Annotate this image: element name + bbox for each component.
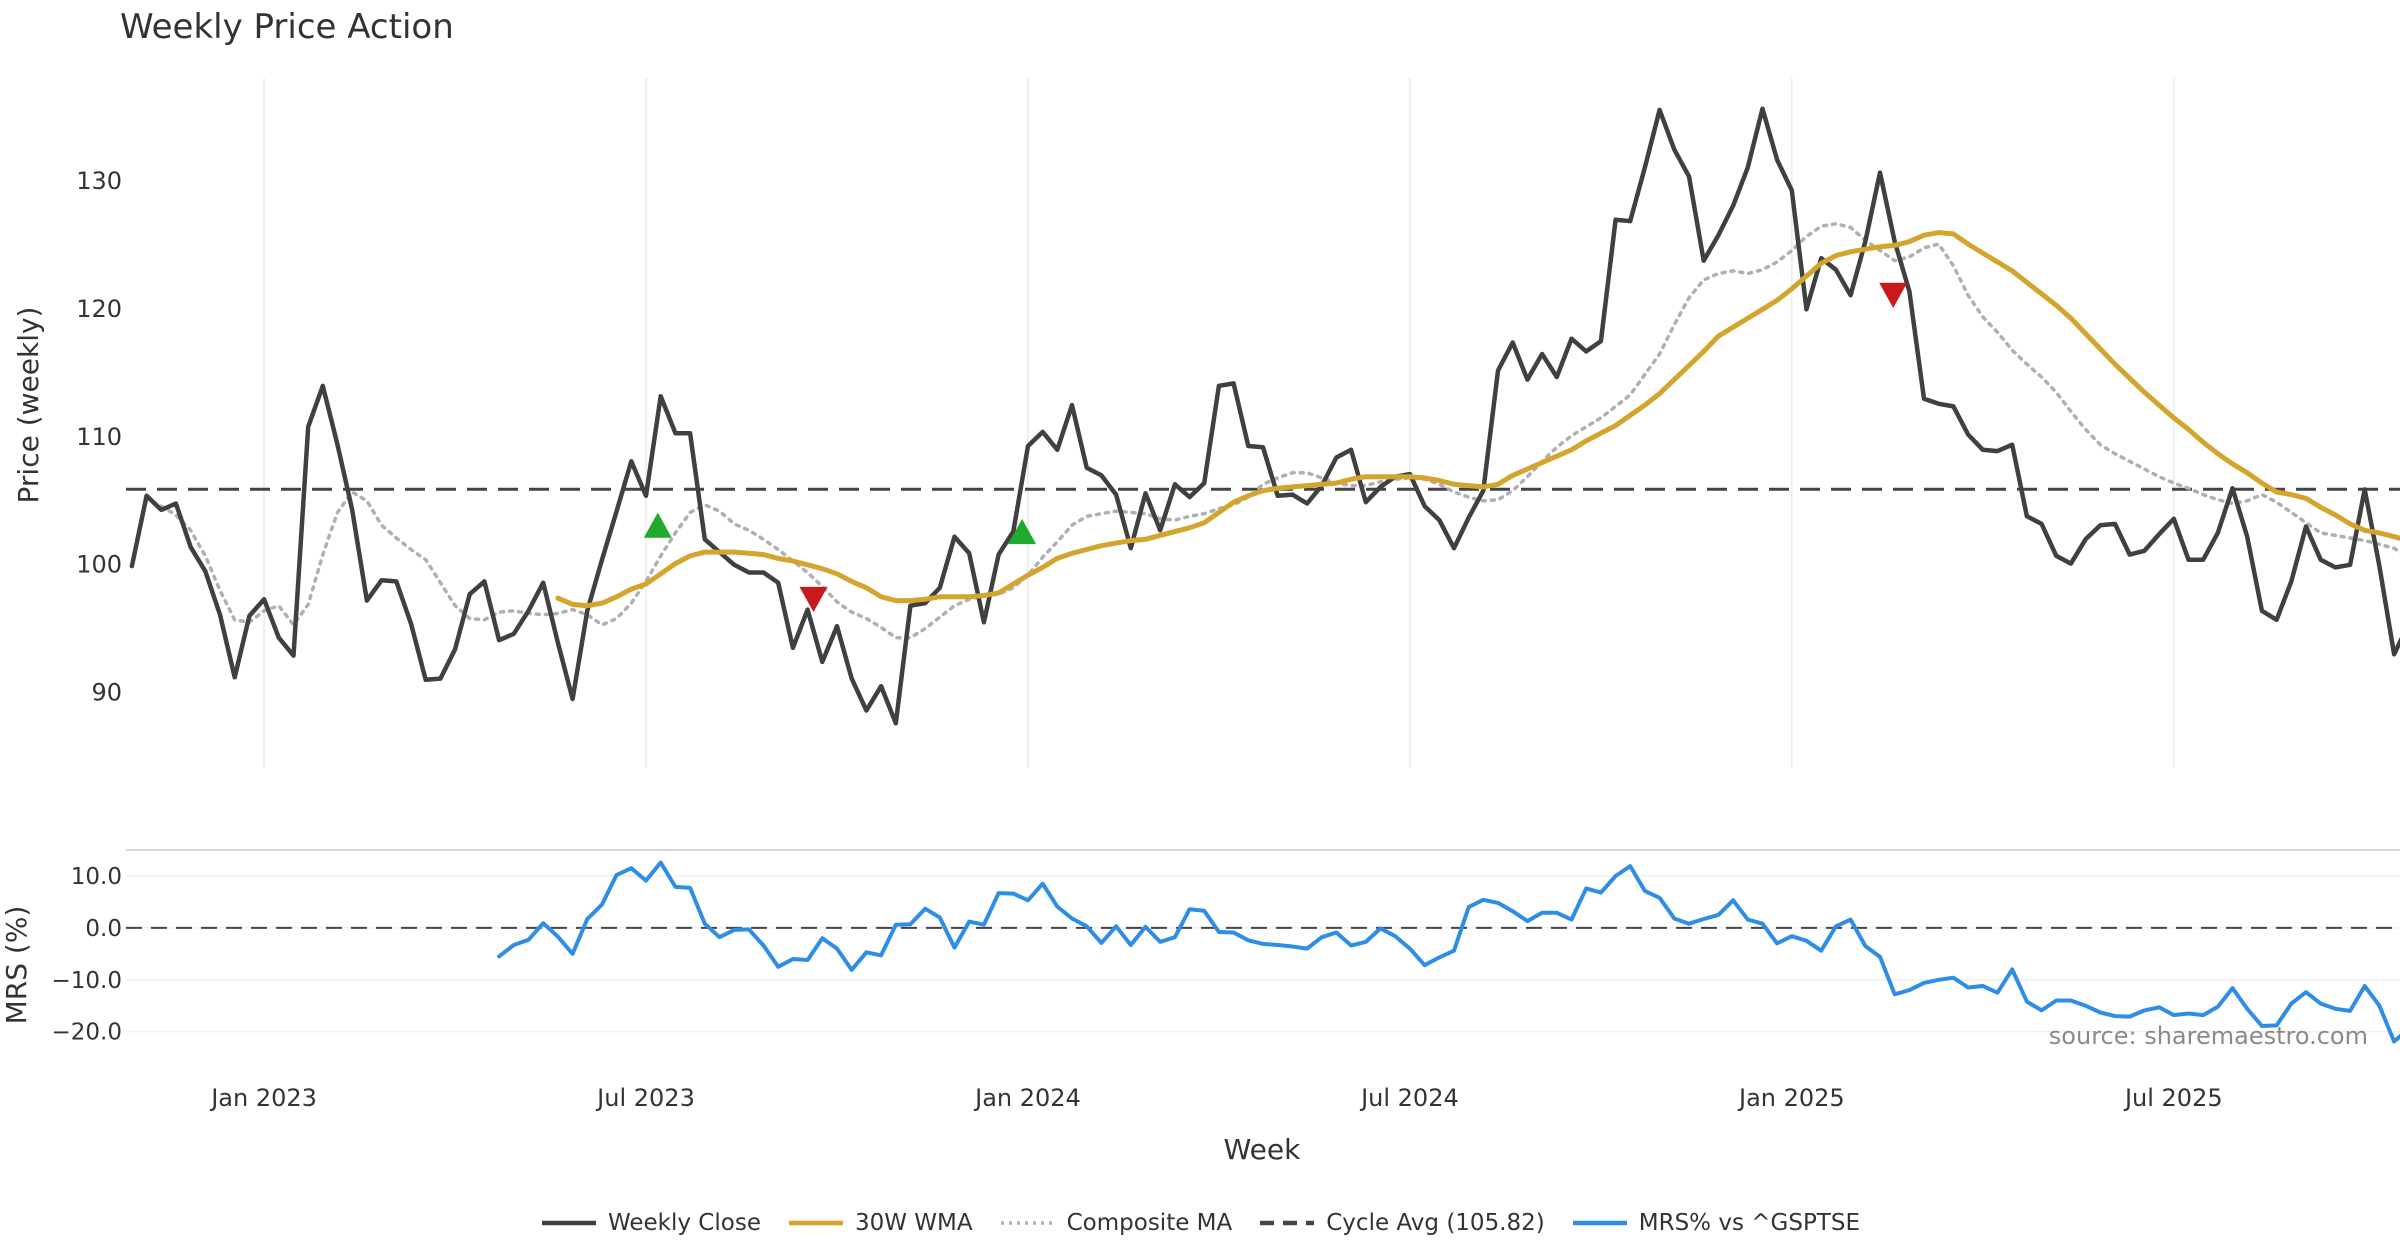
mrs-panel: 10.0 0.0 −10.0 −20.0 [52,849,2400,1046]
buy-signal-marker [1008,518,1037,545]
x-axis: Jan 2023 Jul 2023 Jan 2024 Jul 2024 Jan 2025… [209,1084,2222,1112]
mrs-y-tick-label: −10.0 [52,968,122,994]
legend-label: 30W WMA [854,1210,973,1236]
mrs-y-tick-label: 0.0 [85,916,122,942]
mrs-line [497,860,2400,1044]
legend-item: Cycle Avg (105.82) [1258,1210,1545,1236]
source-watermark: source: sharemaestro.com [2049,1022,2368,1050]
x-tick-label: Jan 2023 [209,1084,317,1112]
legend-label: Composite MA [1066,1210,1233,1236]
composite-ma-line [159,221,2400,640]
mrs-y-axis-label: MRS (%) [0,906,33,1025]
legend-label: MRS% vs ^GSPTSE [1638,1210,1860,1236]
legend-swatch [1572,1220,1627,1226]
legend-item: MRS% vs ^GSPTSE [1571,1210,1860,1236]
wma-30w-line [555,230,2400,609]
legend-swatch [541,1220,596,1226]
weekly-close-line [129,106,2400,726]
price-panel: 90 100 110 120 130 [76,78,2400,768]
price-y-tick-label: 130 [76,167,122,195]
price-y-tick-label: 110 [76,423,122,451]
chart-title: Weekly Price Action [120,7,454,47]
price-y-tick-label: 100 [76,551,122,579]
x-tick-label: Jan 2025 [1737,1084,1845,1112]
price-y-axis-label: Price (weekly) [12,307,45,504]
legend-swatch [788,1220,843,1226]
x-axis-label: Week [1224,1133,1301,1166]
mrs-y-tick-label: −20.0 [52,1020,122,1046]
sell-signal-marker [1879,282,1908,308]
legend-item: Composite MA [999,1210,1233,1236]
x-tick-label: Jul 2024 [1359,1084,1459,1112]
sell-signal-marker [799,586,828,613]
x-tick-label: Jan 2024 [973,1084,1081,1112]
x-tick-label: Jul 2023 [595,1084,695,1112]
legend-swatch [1000,1221,1055,1225]
legend-swatch [1260,1220,1315,1226]
mrs-y-tick-label: 10.0 [71,864,122,890]
price-y-tick-label: 120 [76,295,122,323]
price-y-tick-label: 90 [91,678,122,706]
legend-label: Cycle Avg (105.82) [1326,1210,1545,1236]
legend-item: 30W WMA [787,1210,973,1236]
legend-item: Weekly Close [540,1210,761,1236]
legend-label: Weekly Close [607,1210,761,1236]
buy-signal-marker [643,512,672,538]
x-tick-label: Jul 2025 [2123,1084,2223,1112]
legend: Weekly Close 30W WMA Composite MA Cycle Avg… [0,1210,2400,1236]
